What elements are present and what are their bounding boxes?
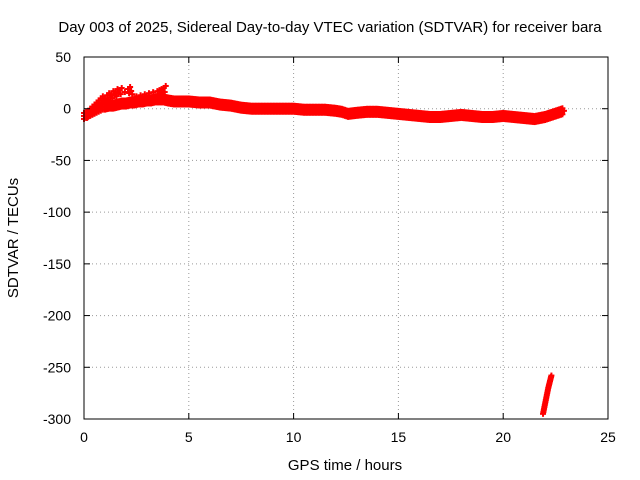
x-tick-label: 20 bbox=[495, 429, 511, 445]
data-point bbox=[103, 99, 110, 106]
x-axis-label: GPS time / hours bbox=[288, 457, 402, 474]
y-tick-label: -250 bbox=[43, 359, 71, 375]
data-point bbox=[127, 83, 134, 90]
y-tick-label: -100 bbox=[43, 204, 71, 220]
data-point bbox=[121, 89, 128, 96]
y-tick-label: -150 bbox=[43, 256, 71, 272]
data-points bbox=[81, 82, 567, 417]
x-tick-labels: 0 5 10 15 20 25 bbox=[80, 429, 616, 445]
data-point bbox=[86, 112, 93, 119]
data-point bbox=[139, 96, 146, 103]
data-point bbox=[133, 93, 140, 100]
y-tick-labels: 50 0 -50 -100 -150 -200 -250 -300 bbox=[43, 49, 71, 427]
data-point bbox=[548, 372, 555, 379]
plot-frame bbox=[83, 56, 609, 420]
x-tick-label: 25 bbox=[600, 429, 616, 445]
data-point bbox=[109, 95, 116, 102]
data-point bbox=[128, 87, 135, 94]
data-point bbox=[148, 94, 155, 101]
x-tick-label: 10 bbox=[286, 429, 302, 445]
data-point bbox=[137, 92, 144, 99]
data-point bbox=[560, 107, 567, 114]
y-tick-label: 0 bbox=[63, 101, 71, 117]
data-point bbox=[141, 91, 148, 98]
x-tick-label: 15 bbox=[391, 429, 407, 445]
data-point bbox=[117, 91, 124, 98]
data-point bbox=[150, 89, 157, 96]
chart-title: Day 003 of 2025, Sidereal Day-to-day VTE… bbox=[58, 19, 602, 36]
data-point bbox=[113, 93, 120, 100]
data-point bbox=[129, 91, 136, 98]
y-tick-label: -300 bbox=[43, 411, 71, 427]
data-point bbox=[145, 90, 152, 97]
data-point bbox=[118, 85, 125, 92]
data-point bbox=[161, 89, 168, 96]
x-tick-label: 0 bbox=[80, 429, 88, 445]
y-tick-label: 50 bbox=[55, 49, 71, 65]
y-axis-label: SDTVAR / TECUs bbox=[5, 178, 22, 298]
y-tick-label: -50 bbox=[51, 152, 71, 168]
axis-ticks bbox=[83, 56, 609, 420]
y-tick-label: -200 bbox=[43, 308, 71, 324]
data-point bbox=[559, 111, 566, 118]
data-point bbox=[135, 97, 142, 104]
data-point bbox=[162, 82, 169, 89]
data-point bbox=[143, 95, 150, 102]
x-tick-label: 5 bbox=[185, 429, 193, 445]
data-point bbox=[152, 93, 159, 100]
